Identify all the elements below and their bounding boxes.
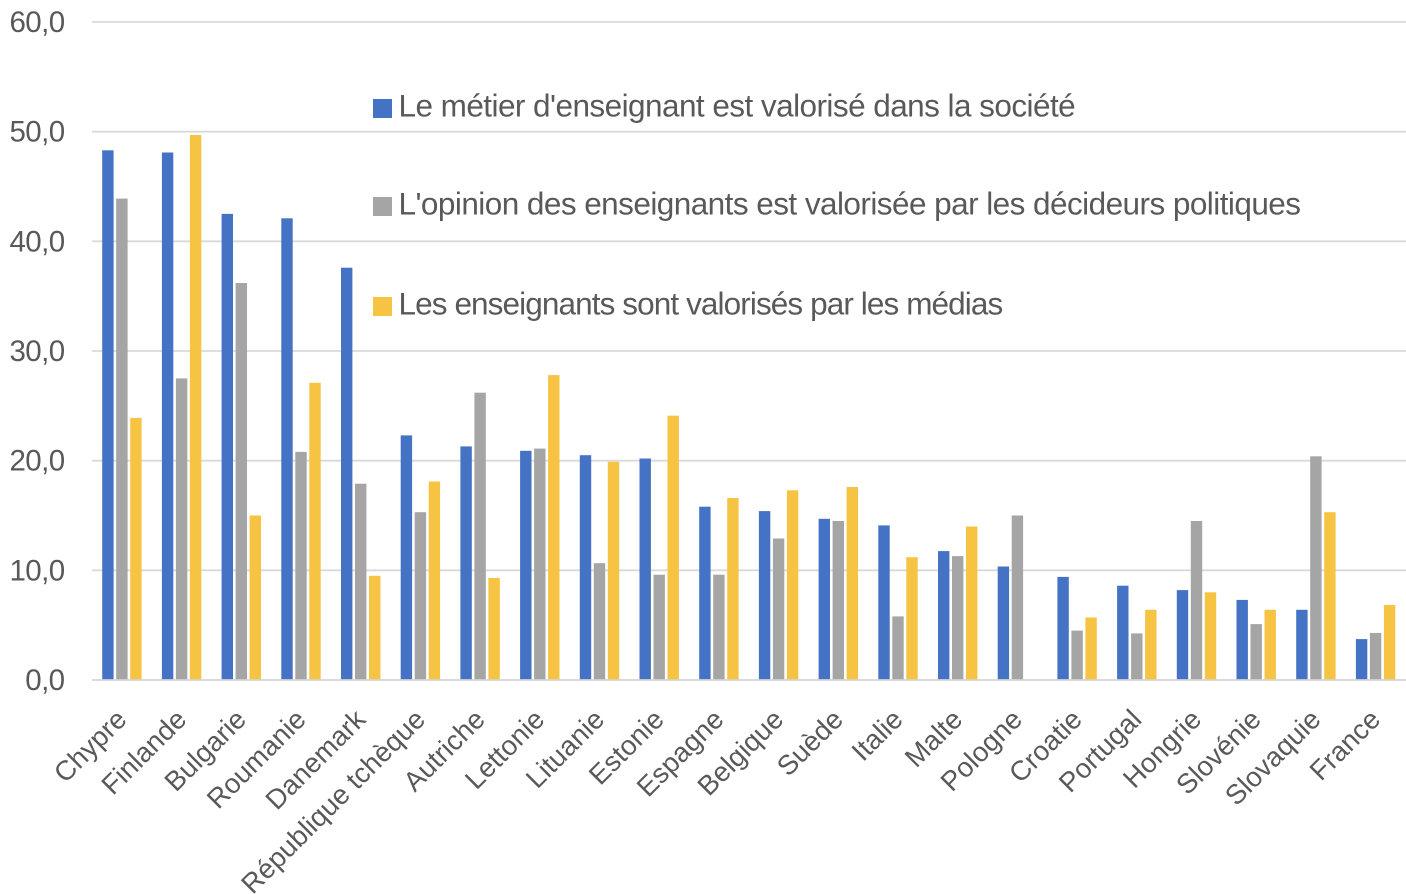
svg-text:50,0: 50,0 — [9, 116, 64, 149]
svg-text:10,0: 10,0 — [9, 554, 64, 587]
svg-text:60,0: 60,0 — [9, 6, 64, 39]
svg-text:40,0: 40,0 — [9, 225, 64, 258]
svg-text:0,0: 0,0 — [25, 664, 64, 697]
svg-text:20,0: 20,0 — [9, 445, 64, 478]
svg-text:30,0: 30,0 — [9, 335, 64, 368]
svg-text:Les enseignants sont valorisés: Les enseignants sont valorisés par les m… — [399, 286, 1003, 322]
svg-text:Le métier d'enseignant est val: Le métier d'enseignant est valorisé dans… — [399, 88, 1076, 124]
svg-text:L'opinion des enseignants est: L'opinion des enseignants est valorisée … — [399, 186, 1301, 222]
